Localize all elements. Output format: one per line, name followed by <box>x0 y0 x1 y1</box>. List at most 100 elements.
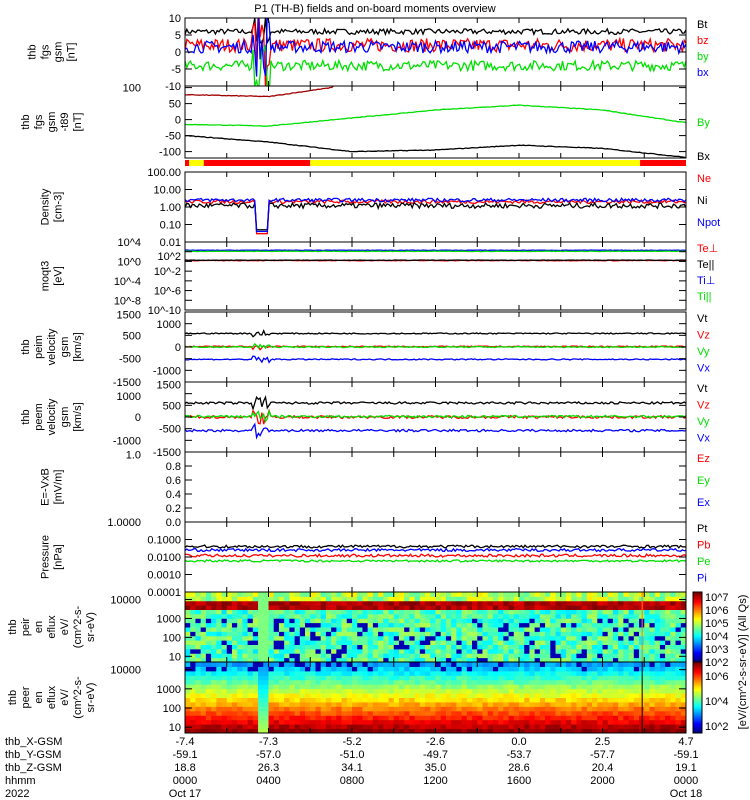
spectrogram-cell <box>534 724 541 730</box>
spectrogram-cell <box>414 684 421 690</box>
spectrogram-cell <box>216 596 223 602</box>
spectrogram-cell <box>508 640 515 645</box>
spectrogram-cell <box>539 648 546 654</box>
spectrogram-cell <box>456 688 463 694</box>
series-line-Npot <box>185 197 686 233</box>
spectrogram-cell <box>278 609 285 615</box>
spectrogram-cell <box>519 618 525 624</box>
spectrogram-cell <box>461 710 468 716</box>
spectrogram-cell <box>654 710 661 716</box>
spectrogram-cell <box>659 724 666 730</box>
series-line-Vx <box>185 422 686 440</box>
colorbar-cell <box>693 704 702 707</box>
spectrogram-cell <box>252 697 259 703</box>
spectrogram-cell <box>665 724 671 730</box>
spectrogram-cell <box>383 693 390 698</box>
spectrogram-cell <box>305 635 311 641</box>
spectrogram-cell <box>362 618 369 624</box>
spectrogram-cell <box>451 701 457 707</box>
spectrogram-cell <box>398 662 405 667</box>
spectrogram-cell <box>440 719 447 725</box>
spectrogram-cell <box>545 688 551 694</box>
spectrogram-cell <box>325 600 332 606</box>
spectrogram-cell <box>498 596 504 602</box>
y-tick-label: 10^4 <box>117 237 141 249</box>
spectrogram-cell <box>252 710 259 716</box>
spectrogram-cell <box>305 592 311 597</box>
spectrogram-cell <box>451 715 457 721</box>
spectrogram-cell <box>430 688 436 694</box>
spectrogram-cell <box>545 609 551 615</box>
spectrogram-cell <box>565 706 572 712</box>
spectrogram-cell <box>680 657 687 663</box>
spectrogram-cell <box>618 675 624 681</box>
spectrogram-cell <box>472 622 478 628</box>
legend-Bt: Bt <box>697 19 707 31</box>
spectrogram-cell <box>362 609 369 615</box>
spectrogram-cell <box>534 618 541 624</box>
spectrogram-cell <box>325 693 332 698</box>
spectrogram-cell <box>492 609 499 615</box>
spectrogram-cell <box>195 627 202 632</box>
spectrogram-cell <box>305 724 311 730</box>
spectrogram-cell <box>299 609 306 615</box>
spectrogram-cell <box>258 600 264 606</box>
spectrogram-cell <box>237 666 243 672</box>
spectrogram-cell <box>534 648 541 654</box>
spectrogram-cell <box>294 693 301 698</box>
spectrogram-cell <box>618 605 624 610</box>
spectrogram-cell <box>195 613 202 619</box>
spectrogram-cell <box>357 618 363 624</box>
legend-Vz: Vz <box>697 330 710 342</box>
spectrogram-cell <box>435 706 442 712</box>
spectrogram-cell <box>659 697 666 703</box>
spectrogram-cell <box>231 697 238 703</box>
spectrogram-cell <box>242 605 249 610</box>
spectrogram-cell <box>492 635 499 641</box>
spectrogram-cell <box>409 719 416 725</box>
spectrogram-cell <box>419 596 426 602</box>
spectrogram-cell <box>195 684 202 690</box>
spectrogram-cell <box>670 728 677 734</box>
spectrogram-cell <box>362 666 369 672</box>
spectrogram-cell <box>231 605 238 610</box>
spectrogram-cell <box>341 679 348 685</box>
spectrogram-cell <box>200 666 207 672</box>
spectrogram-cell <box>513 728 520 734</box>
spectrogram-cell <box>378 596 384 602</box>
spectrogram-cell <box>513 613 520 619</box>
spectrogram-cell <box>310 640 316 645</box>
spectrogram-cell <box>205 596 212 602</box>
spectrogram-cell <box>659 688 666 694</box>
spectrogram-cell <box>482 697 489 703</box>
spectrogram-cell <box>367 701 374 707</box>
spectrogram-cell <box>508 622 515 628</box>
spectrogram-cell <box>320 613 327 619</box>
spectrogram-cell <box>393 688 400 694</box>
spectrogram-cell <box>205 715 212 721</box>
spectrogram-cell <box>372 706 379 712</box>
spectrogram-cell <box>618 670 624 676</box>
spectrogram-cell <box>398 648 405 654</box>
footer-value: 19.1 <box>675 762 696 774</box>
spectrogram-cell <box>200 657 207 663</box>
spectrogram-cell <box>665 684 671 690</box>
spectrogram-cell <box>472 613 478 619</box>
colorbar-cell <box>693 688 702 691</box>
spectrogram-cell <box>372 728 379 734</box>
spectrogram-cell <box>419 640 426 645</box>
spectrogram-cell <box>388 609 395 615</box>
spectrogram-cell <box>670 693 677 698</box>
spectrogram-cell <box>659 715 666 721</box>
spectrogram-cell <box>461 688 468 694</box>
spectrogram-cell <box>649 618 656 624</box>
spectrogram-cell <box>310 622 316 628</box>
spectrogram-cell <box>299 657 306 663</box>
spectrogram-cell <box>268 635 275 641</box>
spectrogram-cell <box>325 724 332 730</box>
spectrogram-cell <box>216 670 223 676</box>
spectrogram-cell <box>190 728 196 734</box>
spectrogram-cell <box>289 653 296 659</box>
spectrogram-cell <box>362 592 369 597</box>
spectrogram-cell <box>597 697 603 703</box>
